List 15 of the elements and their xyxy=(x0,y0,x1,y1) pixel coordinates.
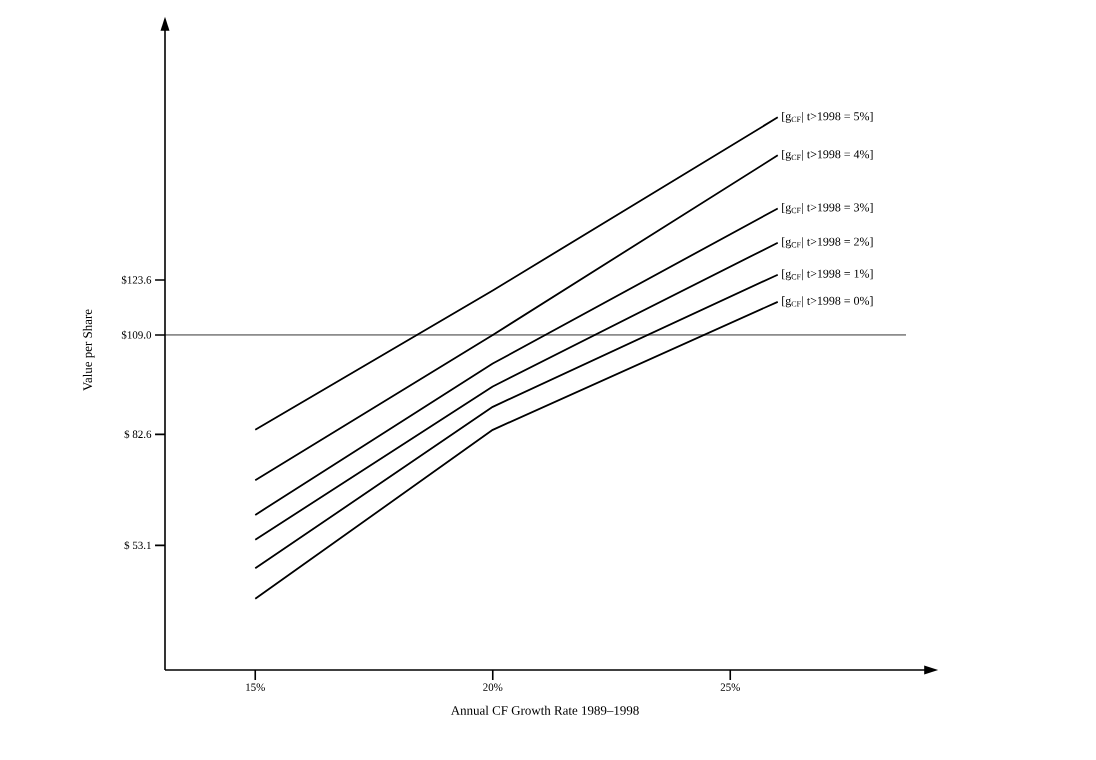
y-tick-label: $123.6 xyxy=(121,275,152,285)
x-tick-label: 15% xyxy=(246,683,265,691)
series-label: [g$_{CF}$| t>1998 = 2%] xyxy=(782,237,873,249)
y-tick-label: $ 53.1 xyxy=(124,541,151,550)
y-tick-label: $109.0 xyxy=(121,330,152,340)
series-label: [g$_{CF}$| t>1998 = 3%] xyxy=(782,203,873,214)
x-tick-label: 20% xyxy=(483,683,503,691)
series-label: [g$_{CF}$| t>1998 = 5%] xyxy=(782,111,873,123)
x-tick-label: 25% xyxy=(720,683,740,691)
y-axis-title: Value per Share xyxy=(82,309,95,391)
series-label: [g$_{CF}$| t>1998 = 0%] xyxy=(782,296,873,308)
y-tick-label: $ 82.6 xyxy=(124,429,152,439)
series-label: [g$_{CF}$| t>1998 = 1%] xyxy=(782,269,873,281)
series-label: [g$_{CF}$| t>1998 = 4%] xyxy=(782,149,873,161)
x-axis-title: Annual CF Growth Rate 1989–1998 xyxy=(450,705,639,715)
